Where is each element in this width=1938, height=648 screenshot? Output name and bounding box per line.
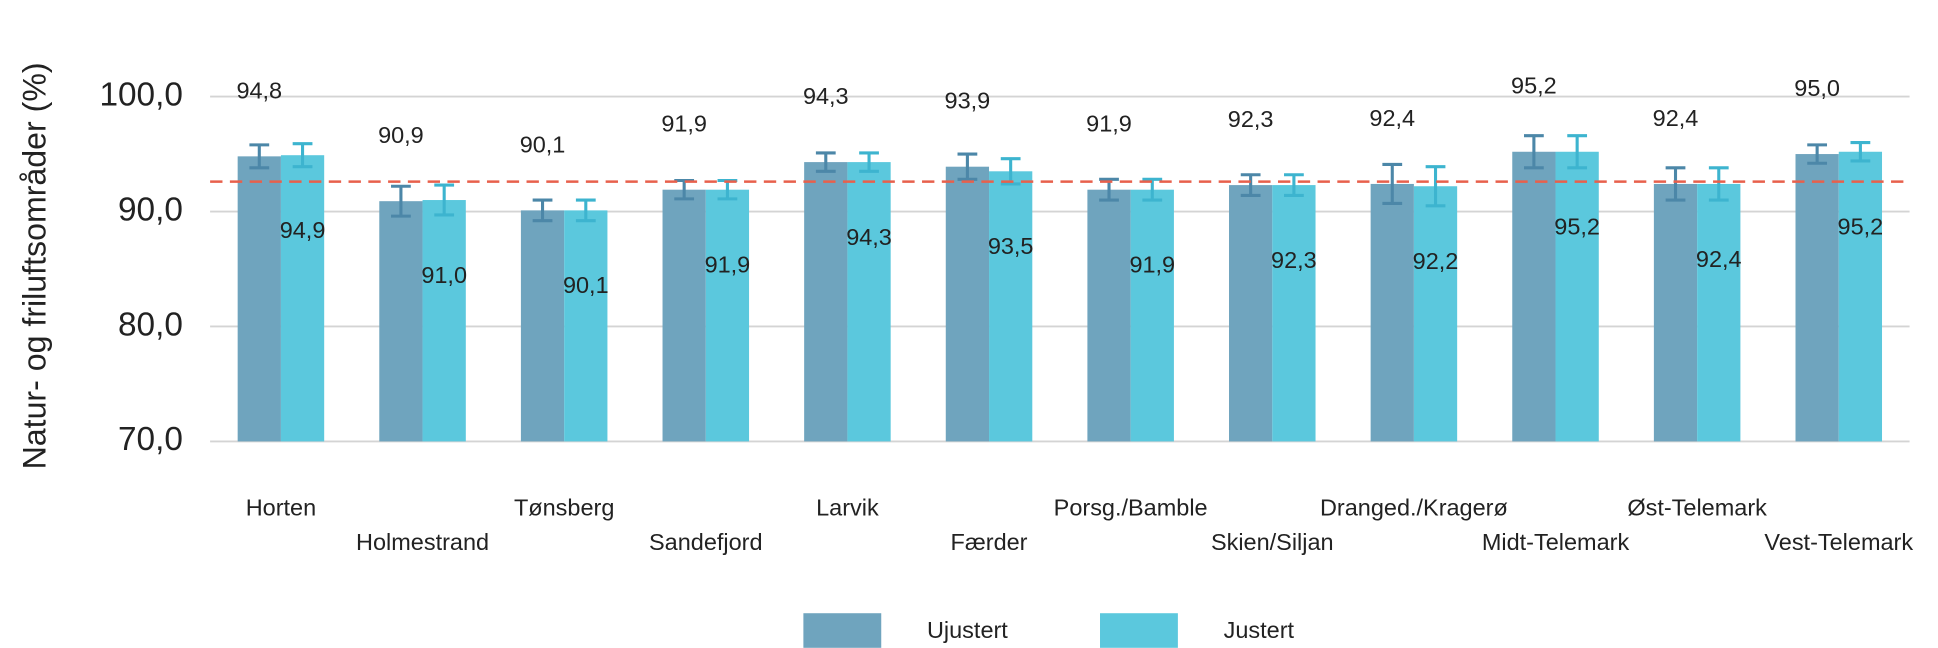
bar <box>662 189 706 442</box>
x-tick-label: Skien/Siljan <box>1211 529 1334 555</box>
data-label: 91,9 <box>1129 252 1175 278</box>
legend-label: Ujustert <box>927 617 1008 643</box>
data-label: 94,8 <box>236 77 282 103</box>
bar <box>379 201 423 442</box>
y-tick-label: 70,0 <box>118 421 183 458</box>
y-tick-label: 100,0 <box>99 76 182 113</box>
data-label: 92,4 <box>1369 105 1415 131</box>
bar <box>989 171 1033 442</box>
x-tick-label: Sandefjord <box>649 529 763 555</box>
x-tick-label: Vest-Telemark <box>1764 529 1913 555</box>
bar <box>1512 151 1556 442</box>
bar <box>1413 186 1458 442</box>
data-label: 91,0 <box>421 262 467 288</box>
bar <box>945 166 990 442</box>
x-tick-label: Porsg./Bamble <box>1054 495 1208 521</box>
bar <box>564 210 608 442</box>
bar <box>1795 154 1839 442</box>
x-tick-label: Øst-Telemark <box>1627 495 1767 521</box>
data-label: 90,1 <box>520 131 566 157</box>
data-label: 95,2 <box>1554 214 1600 240</box>
bar <box>280 155 325 442</box>
x-tick-label: Holmestrand <box>356 529 489 555</box>
data-label: 91,9 <box>661 111 707 137</box>
data-label: 95,0 <box>1794 75 1840 101</box>
bar <box>237 156 281 442</box>
data-label: 93,5 <box>988 233 1034 259</box>
x-tick-label: Horten <box>246 495 316 521</box>
x-tick-label: Færder <box>951 529 1028 555</box>
legend-label: Justert <box>1224 617 1295 643</box>
bar <box>847 162 891 442</box>
data-label: 90,1 <box>563 272 609 298</box>
data-label: 95,2 <box>1511 73 1557 99</box>
data-label: 91,9 <box>1086 111 1132 137</box>
x-tick-label: Larvik <box>816 495 879 521</box>
bar <box>1370 183 1414 442</box>
data-label: 94,9 <box>280 217 326 243</box>
x-tick-label: Dranged./Kragerø <box>1320 495 1508 521</box>
bar <box>705 189 750 442</box>
bar <box>520 210 565 442</box>
data-label: 92,4 <box>1653 105 1699 131</box>
bar <box>1272 185 1316 442</box>
bar <box>804 162 848 442</box>
legend-swatch <box>1100 613 1178 648</box>
data-label: 94,3 <box>803 83 849 109</box>
data-label: 91,9 <box>705 252 751 278</box>
y-tick-label: 80,0 <box>118 306 183 343</box>
data-label: 93,9 <box>945 88 991 114</box>
bar <box>1555 151 1599 442</box>
bar <box>1229 185 1273 442</box>
bar <box>422 200 466 442</box>
data-label: 92,3 <box>1271 247 1317 273</box>
data-label: 90,9 <box>378 122 424 148</box>
bar <box>1087 189 1131 442</box>
y-tick-label: 90,0 <box>118 191 183 228</box>
x-tick-label: Midt-Telemark <box>1482 529 1630 555</box>
bar <box>1697 183 1741 442</box>
data-label: 94,3 <box>846 224 892 250</box>
data-label: 95,2 <box>1838 214 1884 240</box>
data-label: 92,2 <box>1413 248 1459 274</box>
data-label: 92,4 <box>1696 246 1742 272</box>
data-label: 92,3 <box>1228 106 1274 132</box>
bar <box>1130 189 1174 442</box>
x-tick-label: Tønsberg <box>514 495 614 521</box>
y-axis-label: Natur- og friluftsområder (%) <box>17 62 53 469</box>
bar <box>1838 151 1883 442</box>
legend-swatch <box>803 613 882 648</box>
bar <box>1653 183 1698 442</box>
